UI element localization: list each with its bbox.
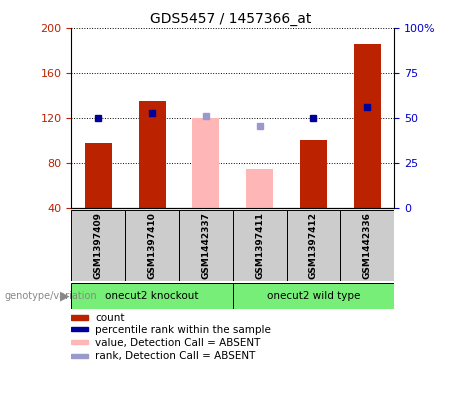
Bar (340, 210, 394, 281)
Text: GSM1397412: GSM1397412 (309, 212, 318, 279)
Bar (233, 210, 287, 281)
Text: GSM1397409: GSM1397409 (94, 212, 103, 279)
Bar (71, 327, 88, 331)
Bar (139, 101, 165, 208)
Text: count: count (95, 313, 125, 323)
Bar (233, 283, 394, 309)
Text: rank, Detection Call = ABSENT: rank, Detection Call = ABSENT (95, 351, 256, 362)
Text: ▶: ▶ (59, 289, 69, 302)
Bar (71, 354, 88, 358)
Text: onecut2 knockout: onecut2 knockout (106, 291, 199, 301)
Bar (179, 210, 233, 281)
Bar (300, 140, 327, 208)
Text: GSM1397410: GSM1397410 (148, 212, 157, 279)
Text: GSM1442337: GSM1442337 (201, 212, 210, 279)
Text: onecut2 wild type: onecut2 wild type (267, 291, 360, 301)
Bar (71, 315, 88, 320)
Text: percentile rank within the sample: percentile rank within the sample (95, 325, 272, 335)
Text: value, Detection Call = ABSENT: value, Detection Call = ABSENT (95, 338, 261, 348)
Text: genotype/variation: genotype/variation (5, 291, 97, 301)
Text: GSM1442336: GSM1442336 (363, 212, 372, 279)
Bar (71, 283, 233, 309)
Bar (287, 210, 340, 281)
Bar (71, 340, 88, 344)
Bar (85, 143, 112, 208)
Bar (193, 118, 219, 208)
Bar (125, 210, 179, 281)
Bar (71, 210, 125, 281)
Text: GDS5457 / 1457366_at: GDS5457 / 1457366_at (150, 12, 311, 26)
Text: GSM1397411: GSM1397411 (255, 212, 264, 279)
Bar (246, 169, 273, 208)
Bar (354, 44, 381, 208)
